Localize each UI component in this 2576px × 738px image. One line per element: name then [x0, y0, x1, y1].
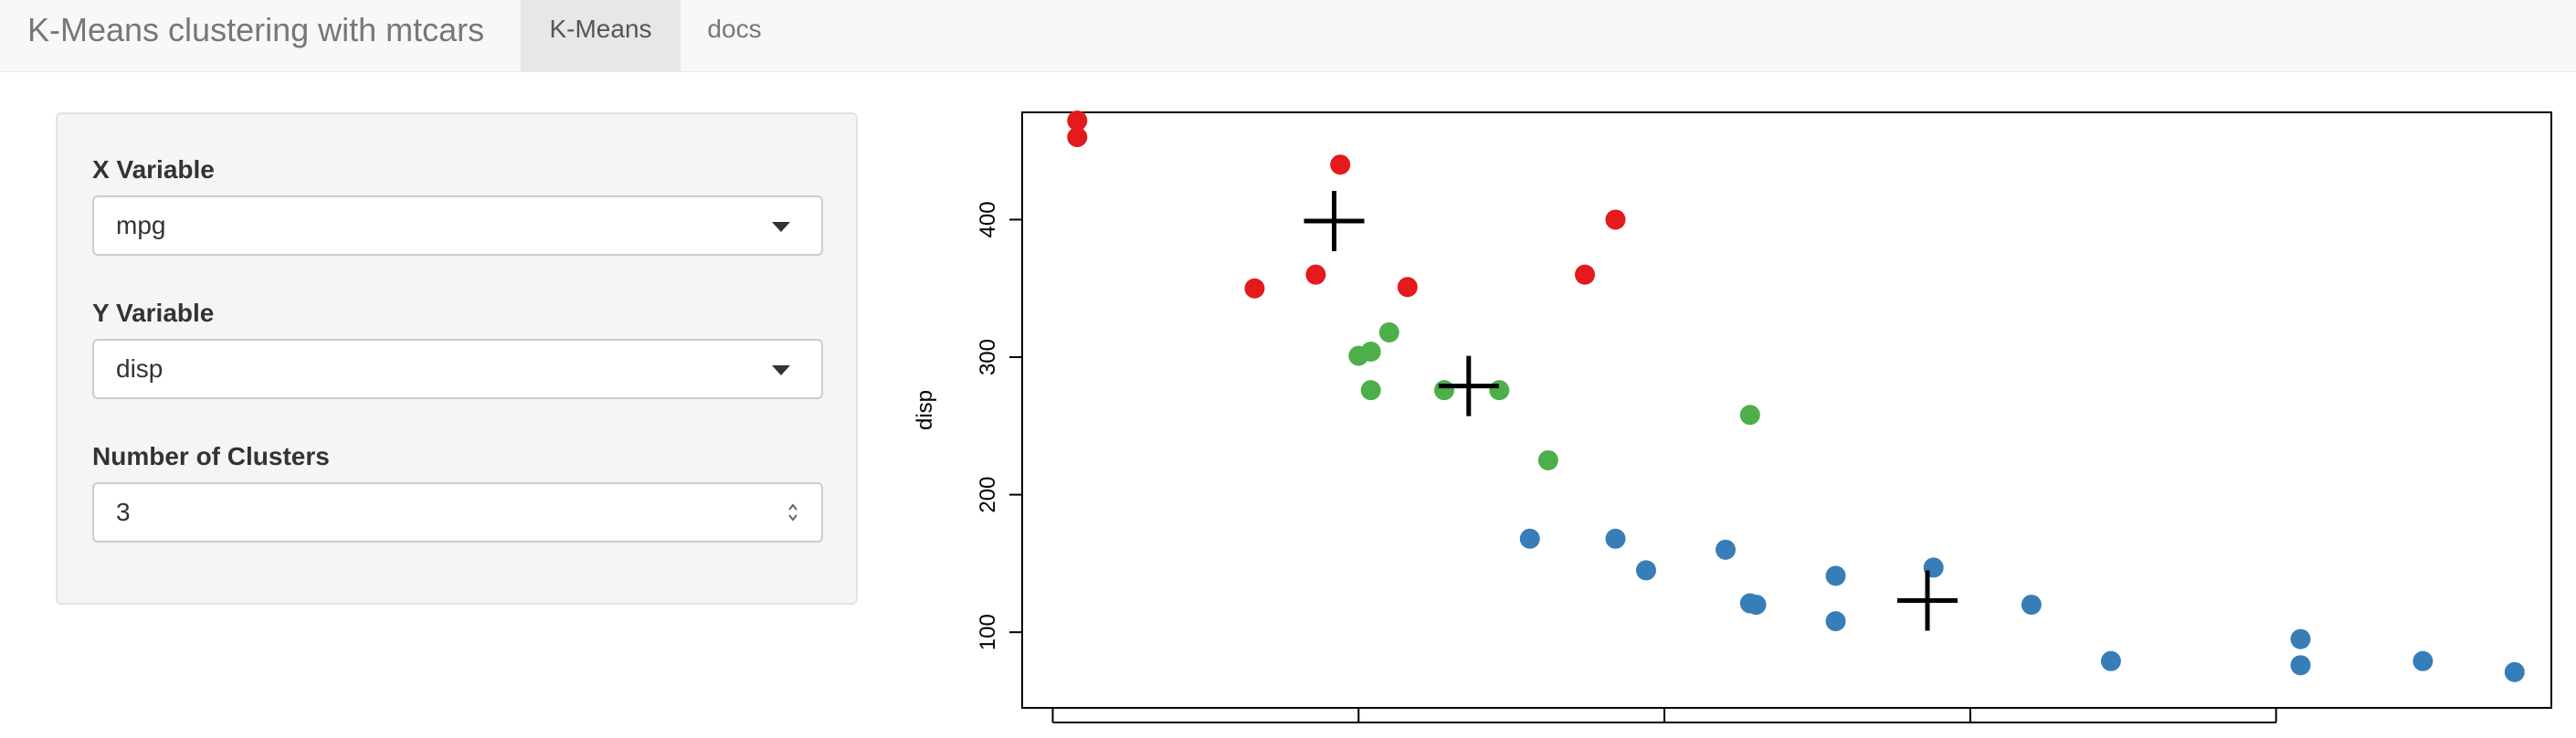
data-point — [1739, 405, 1760, 426]
cluster-center-marker — [1304, 190, 1365, 251]
data-point — [1397, 277, 1418, 298]
data-point — [2412, 650, 2433, 671]
data-point — [1360, 380, 1381, 401]
cluster-center-marker — [1897, 570, 1958, 631]
navbar: K-Means clustering with mtcars K-Means d… — [0, 0, 2576, 72]
data-point — [1825, 565, 1846, 586]
data-point — [1330, 154, 1351, 175]
data-point — [1360, 342, 1381, 363]
data-point — [1716, 539, 1737, 560]
data-point — [1746, 595, 1767, 616]
y-variable-label: Y Variable — [92, 299, 215, 327]
data-point — [1305, 264, 1326, 285]
clusters-label: Number of Clusters — [92, 442, 330, 470]
data-point — [2504, 661, 2525, 682]
y-variable-value: disp — [116, 354, 164, 383]
data-point — [1434, 380, 1455, 401]
data-point — [2100, 650, 2121, 671]
data-point — [1378, 322, 1399, 343]
plot-frame — [1021, 111, 2552, 709]
data-point — [1605, 209, 1626, 230]
sidebar-panel: X Variable mpg Y Variable disp Number of… — [56, 112, 858, 605]
data-point — [1575, 264, 1596, 285]
tab-docs[interactable]: docs — [707, 15, 762, 43]
x-variable-label: X Variable — [92, 155, 215, 184]
y-tick-label: 300 — [976, 339, 1000, 375]
x-variable-value: mpg — [116, 211, 166, 239]
chart-svg: 100 200 300 400 disp — [913, 111, 2552, 723]
data-point — [2290, 628, 2311, 649]
data-point — [1825, 611, 1846, 632]
cluster-center-marker — [1438, 355, 1499, 416]
data-point — [2290, 655, 2311, 676]
y-tick-label: 100 — [976, 614, 1000, 650]
chevron-down-icon — [772, 222, 790, 232]
spinner-icon[interactable] — [787, 501, 799, 524]
data-point — [1519, 528, 1540, 549]
tab-k-means[interactable]: K-Means — [521, 0, 681, 72]
data-point — [1537, 449, 1558, 470]
clusters-value: 3 — [116, 498, 131, 526]
clusters-number-input[interactable]: 3 — [92, 482, 823, 543]
y-variable-select[interactable]: disp — [92, 339, 823, 399]
y-tick-label: 200 — [976, 477, 1000, 513]
chevron-down-icon — [772, 365, 790, 375]
data-point — [1605, 528, 1626, 549]
y-axis-label: disp — [913, 390, 937, 430]
data-point — [1635, 560, 1656, 581]
app-title: K-Means clustering with mtcars — [27, 11, 485, 48]
data-point — [2021, 595, 2042, 616]
x-variable-select[interactable]: mpg — [92, 195, 823, 256]
data-point — [1244, 278, 1265, 299]
data-point — [1489, 380, 1510, 401]
data-point — [1067, 127, 1088, 148]
y-tick-label: 400 — [976, 201, 1000, 237]
scatter-plot: 100 200 300 400 disp — [904, 91, 2576, 738]
data-point — [1067, 111, 1088, 132]
